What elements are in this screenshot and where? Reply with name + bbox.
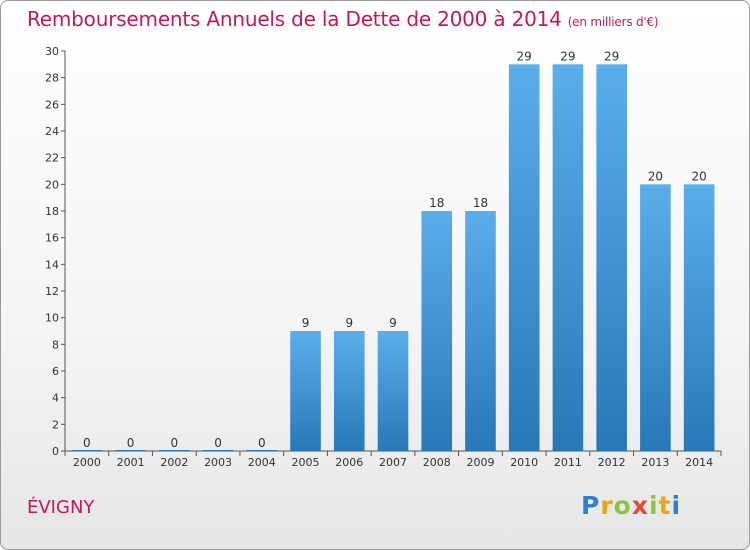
bar-value-label: 29 [517,49,532,63]
bar [377,331,409,451]
x-tick-label: 2006 [335,456,363,469]
bar [246,450,278,451]
bar [202,450,234,451]
bar-value-label: 29 [604,49,619,63]
bar [290,331,321,451]
bar-value-label: 18 [429,196,444,210]
y-tick-label: 22 [45,152,59,165]
bar-value-label: 9 [302,316,310,330]
x-tick-label: 2012 [598,456,626,469]
x-tick-label: 2005 [292,456,320,469]
bar-value-label: 20 [691,169,706,183]
bar-value-label: 0 [214,436,222,450]
x-tick-label: 2003 [204,456,232,469]
y-tick-label: 0 [52,445,59,458]
y-tick-label: 14 [45,258,59,271]
bar-value-label: 9 [345,316,353,330]
bar-value-label: 0 [83,436,91,450]
x-tick-label: 2014 [685,456,713,469]
bar [552,64,584,452]
y-tick-label: 28 [45,72,59,85]
y-tick-label: 18 [45,205,59,218]
proxiti-logo: Proxiti [581,491,682,520]
y-tick-label: 2 [52,418,59,431]
x-tick-label: 2008 [423,456,451,469]
bar [421,211,453,451]
bar [333,331,365,451]
bar-value-label: 9 [389,316,397,330]
bar [508,64,540,452]
bar [640,184,671,452]
bar-value-label: 20 [648,169,663,183]
title-text: Remboursements Annuels de la Dette de 20… [27,7,562,31]
x-tick-label: 2009 [466,456,494,469]
y-tick-label: 30 [45,45,59,58]
bar-value-label: 0 [127,436,135,450]
y-tick-label: 16 [45,232,59,245]
bar-value-label: 0 [171,436,179,450]
x-tick-label: 2013 [641,456,669,469]
bar [115,450,146,451]
bar-value-label: 29 [560,49,575,63]
town-name: ÉVIGNY [27,497,95,518]
x-tick-label: 2004 [248,456,276,469]
x-tick-label: 2002 [160,456,188,469]
bar [683,184,715,452]
y-tick-label: 6 [52,365,59,378]
y-tick-label: 4 [52,392,59,405]
x-tick-label: 2000 [73,456,101,469]
bar [596,64,627,452]
y-tick-label: 12 [45,285,59,298]
bar [71,450,103,451]
y-tick-label: 8 [52,338,59,351]
bar [465,211,496,451]
y-tick-label: 26 [45,98,59,111]
y-tick-label: 10 [45,312,59,325]
x-tick-label: 2007 [379,456,407,469]
y-tick-label: 24 [45,125,59,138]
bar-value-label: 0 [258,436,266,450]
x-tick-label: 2011 [554,456,582,469]
x-tick-label: 2001 [117,456,145,469]
chart-title: Remboursements Annuels de la Dette de 20… [27,7,659,31]
x-tick-label: 2010 [510,456,538,469]
bar-value-label: 18 [473,196,488,210]
bar [159,450,190,451]
chart-subtitle: (en milliers d'€) [567,15,659,29]
y-tick-label: 20 [45,178,59,191]
